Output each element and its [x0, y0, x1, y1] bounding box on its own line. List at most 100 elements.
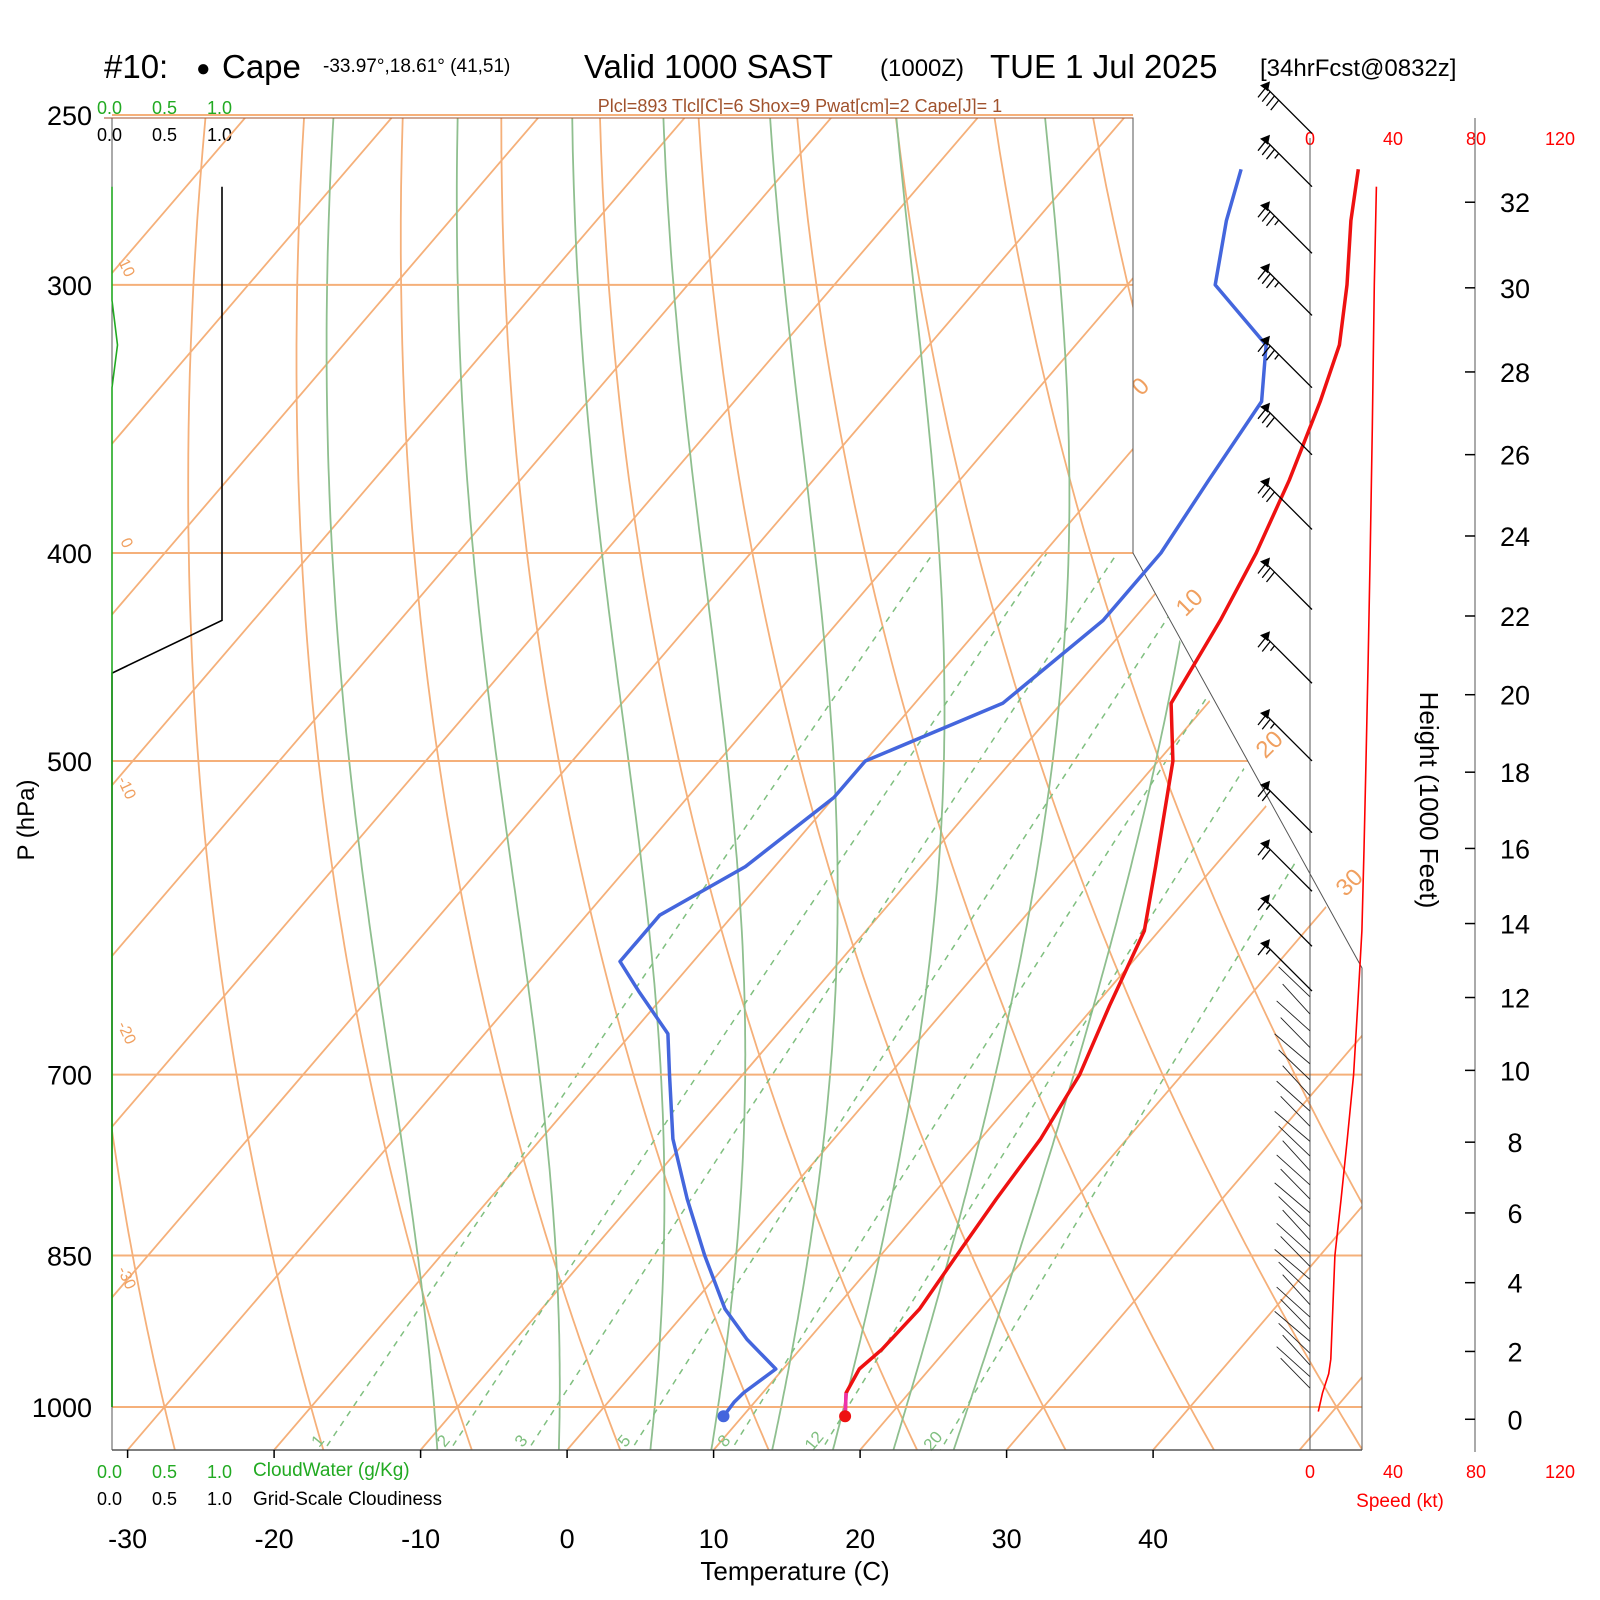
cloudiness-tick: 0.5: [152, 1489, 177, 1509]
y-axis-label: P (hPa): [13, 780, 40, 861]
dry-adiabat: [890, 118, 1362, 1450]
low-level-barb: [1280, 1298, 1311, 1330]
isotherm-label: 0: [1126, 372, 1155, 401]
mixing-ratio-label: 3: [511, 1431, 532, 1450]
wind-barb-staff: [1265, 636, 1313, 684]
mixing-ratio-line: [497, 552, 1118, 1450]
pressure-tick-label: 500: [47, 747, 92, 777]
wind-barb-full: [1265, 95, 1275, 107]
speed-tick: 80: [1466, 1462, 1486, 1482]
x-tick-label: 30: [992, 1524, 1022, 1554]
wind-barb-full: [1257, 140, 1267, 152]
height-tick-label: 32: [1500, 188, 1530, 218]
x-tick-label: 20: [845, 1524, 875, 1554]
low-level-barb: [1282, 1209, 1311, 1241]
dry-adiabat: [1182, 118, 1362, 1450]
isotherm-line: [112, 118, 539, 1450]
height-tick-label: 12: [1500, 984, 1530, 1014]
mixing-ratio-line: [419, 552, 1048, 1450]
low-level-barb: [1282, 1274, 1311, 1305]
pressure-tick-label: 700: [47, 1061, 92, 1091]
low-level-barb: [1280, 1017, 1311, 1048]
cloudiness-tick: 1.0: [207, 125, 232, 145]
wind-barb-half: [1274, 219, 1280, 226]
wind-barb-staff: [1265, 268, 1313, 316]
moist-adiabat: [819, 118, 946, 1450]
station-coords: -33.97°,18.61° (41,51): [323, 56, 510, 77]
wind-barb-full: [1257, 482, 1267, 494]
cloudwater-line: [111, 186, 119, 1407]
low-level-barb: [1282, 1065, 1311, 1096]
moist-adiabat: [878, 118, 1071, 1450]
cloudwater-tick: 1.0: [207, 98, 232, 118]
wind-barb-head: [1260, 263, 1270, 274]
valid-zulu: (1000Z): [880, 55, 964, 82]
speed-tick: 80: [1466, 129, 1486, 149]
wind-barb-full: [1261, 849, 1271, 860]
moist-adiabat: [937, 118, 1218, 1450]
wind-barb-full: [1261, 718, 1271, 730]
dry-adiabat-label: -20: [113, 1019, 138, 1047]
low-level-barb: [1276, 1000, 1311, 1032]
low-level-barb: [1276, 1286, 1311, 1318]
height-tick-label: 0: [1507, 1405, 1522, 1435]
speed-tick: 0: [1305, 1462, 1315, 1482]
pressure-tick-label: 1000: [32, 1393, 92, 1423]
moist-adiabat: [455, 118, 561, 1450]
low-level-barb: [1274, 1182, 1311, 1214]
low-level-barb: [1276, 1222, 1311, 1254]
cloudiness-label: Grid-Scale Cloudiness: [253, 1489, 442, 1510]
wind-barb-half: [1274, 153, 1280, 159]
wind-barb-full: [1257, 844, 1267, 856]
dry-adiabat: [1476, 77, 1600, 1496]
mixing-ratio-label: 5: [614, 1431, 635, 1450]
temperature-surface-dot: [839, 1410, 852, 1423]
x-tick-label: 40: [1138, 1524, 1168, 1554]
dewpoint-surface-dot: [717, 1410, 730, 1423]
wind-barb-full: [1257, 899, 1267, 911]
height-tick-label: 2: [1507, 1337, 1522, 1367]
height-tick-label: 28: [1500, 358, 1530, 388]
wind-barb-full: [1261, 211, 1271, 222]
dry-adiabat: [792, 118, 1242, 1450]
plot-clip-group: [112, 77, 1600, 1496]
chart-plot-area: 1 2 3 5 8 12 20100-10-20-300102030250300400500…: [32, 77, 1600, 1554]
isotherm-line: [112, 118, 832, 1450]
dry-adiabat: [500, 118, 790, 1450]
low-level-barb: [1278, 1196, 1311, 1227]
isotherm-line: [112, 118, 393, 1450]
low-level-barb: [1280, 1357, 1311, 1389]
low-level-barb: [1274, 1033, 1311, 1065]
moist-adiabat: [761, 118, 839, 1450]
valid-time: Valid 1000 SAST: [584, 48, 833, 85]
wind-barb-full: [1265, 571, 1275, 583]
wind-barb-head: [1260, 81, 1270, 92]
mixing-ratio-line: [702, 552, 1301, 1450]
mixing-ratio-label: 2: [433, 1431, 454, 1450]
height-tick-label: 16: [1500, 834, 1530, 864]
wind-barb-full: [1261, 144, 1271, 156]
isotherm-line: [1298, 118, 1362, 1450]
wind-barb-full: [1265, 349, 1275, 361]
low-level-barb: [1278, 966, 1311, 998]
cloudiness-tick: 0.0: [97, 125, 122, 145]
low-level-barb: [1282, 1140, 1311, 1171]
wind-barb-half: [1274, 281, 1280, 288]
height-tick-label: 30: [1500, 274, 1530, 304]
wind-barb-staff: [1265, 786, 1313, 834]
wind-barb-head: [1260, 939, 1270, 950]
wind-barb-half: [1265, 904, 1271, 910]
x-tick-label: 0: [560, 1524, 575, 1554]
pressure-tick-label: 850: [47, 1242, 92, 1272]
dry-adiabat: [399, 118, 640, 1450]
dry-adiabat: [1573, 77, 1600, 1496]
height-tick-label: 6: [1507, 1199, 1522, 1229]
isotherm-line: [1005, 118, 1362, 1450]
low-level-barb: [1276, 1080, 1311, 1112]
dry-adiabat: [295, 118, 489, 1450]
dry-adiabat: [112, 118, 188, 1450]
wind-barb-head: [1260, 335, 1270, 346]
wind-barb-full: [1261, 790, 1271, 802]
pressure-tick-label: 400: [47, 539, 92, 569]
